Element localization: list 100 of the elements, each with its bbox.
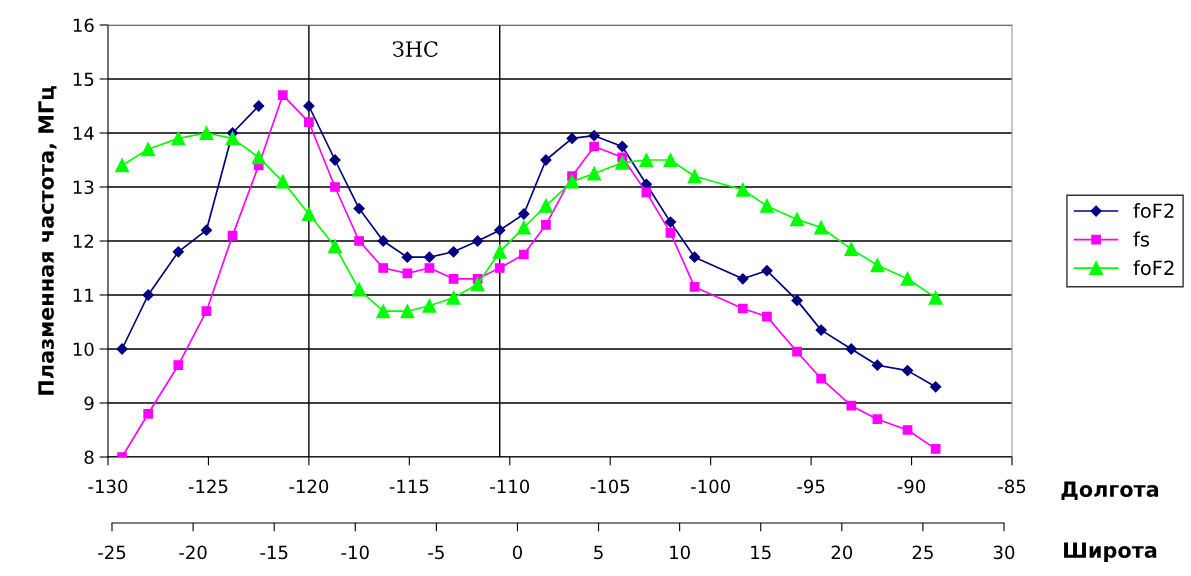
legend-label: foF2 [1133, 260, 1174, 276]
point [115, 158, 130, 173]
point [171, 131, 186, 146]
x2-tick-label: 0 [512, 545, 522, 560]
x2-tick-label: -10 [341, 545, 369, 560]
x2-tick-label: -20 [179, 545, 207, 560]
point [565, 174, 579, 189]
point [663, 153, 678, 167]
point [200, 224, 213, 236]
x2-axis-title: Широта [1064, 542, 1157, 563]
point [143, 408, 154, 419]
point [225, 131, 240, 146]
x-tick-label: -125 [188, 479, 228, 494]
x2-tick-label: -25 [98, 545, 126, 560]
point [737, 273, 749, 285]
point [142, 289, 154, 301]
point [275, 174, 290, 189]
x-tick-label: -95 [797, 479, 825, 494]
point [172, 246, 184, 258]
point [664, 216, 677, 228]
point [687, 169, 702, 184]
point [141, 142, 156, 157]
x-tick-label: -120 [289, 479, 329, 494]
point [790, 212, 804, 227]
point [422, 298, 437, 313]
point [761, 265, 773, 277]
point [689, 282, 700, 292]
point [470, 277, 485, 292]
point [253, 100, 265, 112]
point [277, 90, 288, 101]
legend-label: foF2 [1133, 203, 1174, 219]
point [762, 311, 772, 322]
point [402, 268, 413, 279]
point [615, 155, 630, 170]
point [902, 425, 913, 435]
x-tick-label: -115 [389, 479, 429, 494]
point [846, 400, 857, 411]
x2-tick-label: -15 [260, 545, 288, 560]
y-tick-label: 8 [84, 450, 94, 465]
point [448, 273, 459, 284]
point [616, 140, 628, 153]
point [304, 117, 314, 128]
point [901, 364, 914, 377]
point [424, 263, 435, 273]
point [759, 198, 774, 213]
point [665, 228, 676, 238]
point [816, 373, 827, 384]
point [447, 246, 460, 258]
x-tick-label: -85 [998, 479, 1026, 494]
x-tick-label: -100 [691, 479, 730, 494]
point [446, 290, 461, 305]
point [815, 324, 827, 336]
y-tick-label: 9 [84, 396, 94, 411]
point [376, 304, 391, 319]
point [735, 182, 750, 197]
point [845, 343, 857, 355]
point [928, 290, 943, 305]
point [353, 202, 365, 215]
point [541, 219, 551, 230]
point [791, 294, 803, 307]
x2-tick-label: 20 [831, 545, 853, 560]
point [330, 182, 340, 192]
point [201, 306, 212, 317]
point [900, 271, 915, 286]
point [516, 220, 531, 235]
y-tick-label: 15 [73, 72, 94, 87]
point [354, 236, 364, 246]
point [492, 244, 507, 259]
point [814, 220, 829, 235]
point [872, 414, 883, 425]
point [494, 224, 506, 236]
point [173, 360, 184, 371]
point [401, 251, 413, 263]
point [199, 126, 214, 140]
point [423, 251, 436, 263]
point [378, 263, 389, 273]
point [518, 249, 529, 260]
point [328, 239, 342, 254]
point [871, 359, 884, 371]
y-tick-label: 10 [73, 342, 94, 357]
y-tick-label: 16 [73, 18, 94, 33]
point [303, 100, 315, 112]
point [352, 282, 367, 297]
x2-tick-label: 25 [912, 545, 933, 560]
point [377, 235, 389, 247]
legend-label: fs [1133, 231, 1150, 247]
point [472, 235, 484, 247]
annotation: ЗНС [392, 41, 438, 57]
point [494, 263, 505, 273]
x-tick-label: -110 [490, 479, 530, 494]
point [588, 130, 600, 142]
point [737, 303, 748, 314]
point [518, 208, 530, 220]
x2-tick-label: -5 [428, 545, 444, 560]
x2-tick-label: 15 [751, 545, 771, 560]
point [400, 304, 415, 319]
point [930, 381, 942, 393]
x2-tick-label: 30 [993, 545, 1015, 560]
point [566, 132, 578, 145]
y-tick-label: 13 [73, 180, 94, 195]
